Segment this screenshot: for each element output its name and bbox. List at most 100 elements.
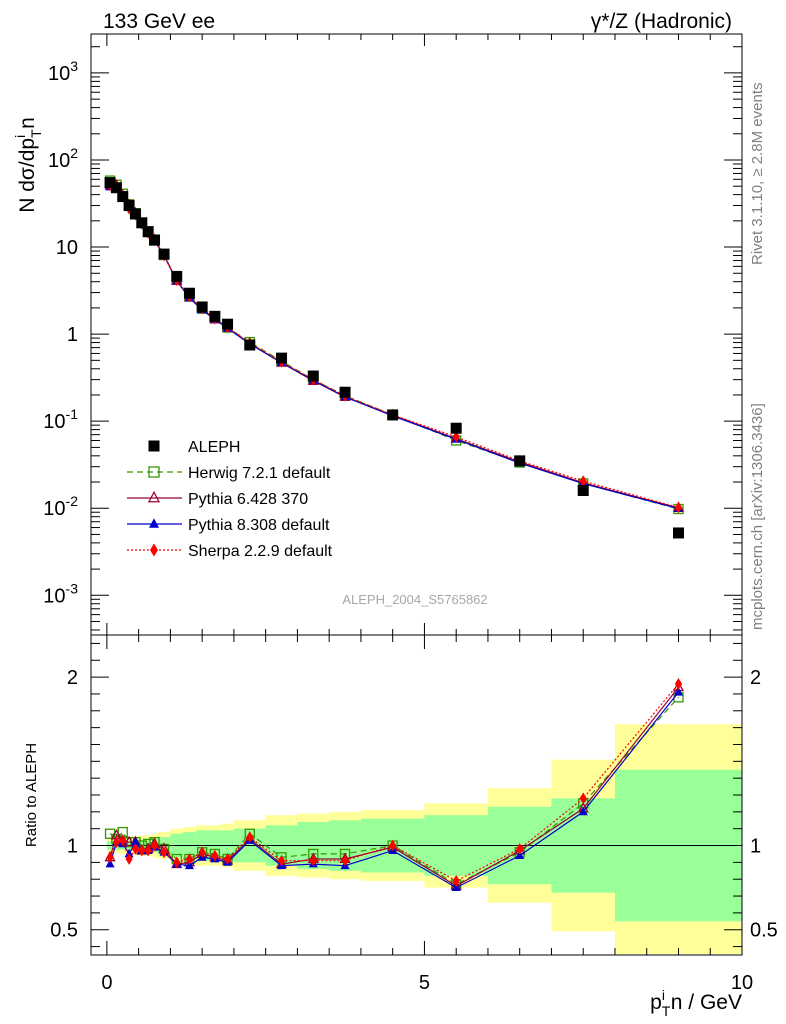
ratio-point-sherpa-2-2-9-default xyxy=(173,856,181,869)
ratio-point-sherpa-2-2-9-default xyxy=(131,843,140,855)
point-aleph xyxy=(209,310,221,322)
ratio-y-tick-label: 1 xyxy=(67,836,78,858)
point-aleph xyxy=(514,455,526,467)
ratio-point-sherpa-2-2-9-default xyxy=(579,792,587,805)
legend-marker xyxy=(149,518,159,528)
legend-entry-sherpa-2-2-9-default: Sherpa 2.2.9 default xyxy=(127,543,333,560)
series-pythia-8-308-default xyxy=(105,181,683,512)
legend-marker xyxy=(148,466,160,478)
ratio-point-sherpa-2-2-9-default xyxy=(119,834,127,847)
ratio-point-sherpa-2-2-9-default xyxy=(277,854,286,867)
ratio-point-sherpa-2-2-9-default xyxy=(452,875,460,887)
ratio-point-sherpa-2-2-9-default xyxy=(138,844,146,857)
point-aleph xyxy=(129,208,141,220)
ratio-y-axis-label: Ratio to ALEPH xyxy=(23,743,40,847)
main-y-axis: 10-3 10-2 10-1 1 10 102 103 xyxy=(43,34,743,635)
x-tick-label: 10 xyxy=(731,972,753,994)
ratio-point-sherpa-2-2-9-default xyxy=(389,839,397,852)
legend-label: ALEPH xyxy=(188,439,240,456)
ratio-point-sherpa-2-2-9-default xyxy=(309,854,317,867)
ratio-point-sherpa-2-2-9-default xyxy=(211,849,219,862)
point-aleph xyxy=(123,200,135,212)
legend-marker xyxy=(148,440,160,452)
point-aleph xyxy=(387,409,399,421)
y-tick-label: 10-2 xyxy=(43,493,78,520)
legend-label: Pythia 8.308 default xyxy=(188,517,330,534)
series-sherpa-2-2-9-default xyxy=(106,179,683,514)
point-aleph xyxy=(110,182,122,194)
ratio-point-sherpa-2-2-9-default xyxy=(112,836,121,849)
point-aleph xyxy=(244,339,256,351)
ratio-point-sherpa-2-2-9-default xyxy=(341,854,349,867)
ratio-point-sherpa-2-2-9-default xyxy=(516,843,524,855)
x-label-text: pTi n / GeV xyxy=(650,987,742,1019)
y-tick-label: 10 xyxy=(56,237,78,259)
url-label: mcplots.cern.ch [arXiv:1306.3436] xyxy=(749,403,766,630)
ratio-y-tick-label-right: 0.5 xyxy=(750,920,778,942)
x-axis-label: pTi n / GeV xyxy=(650,987,742,1019)
series-aleph xyxy=(104,177,684,539)
main-panel: 10-3 10-2 10-1 1 10 102 103 N dσ/dpTi n ALEPH H… xyxy=(12,33,743,636)
y-tick-label: 10-1 xyxy=(43,406,78,433)
point-aleph xyxy=(136,217,148,229)
series-line-pythia-6-428-370 xyxy=(110,184,679,509)
ratio-line-sherpa-2-2-9-default xyxy=(109,683,679,882)
legend-entry-herwig-7-2-1-default: Herwig 7.2.1 default xyxy=(127,465,331,482)
legend-label: Sherpa 2.2.9 default xyxy=(188,543,333,560)
point-aleph xyxy=(276,352,288,364)
analysis-watermark: ALEPH_2004_S5765862 xyxy=(342,592,487,607)
point-aleph xyxy=(339,386,351,398)
y-tick-label: 102 xyxy=(48,145,78,172)
legend-label: Pythia 6.428 370 xyxy=(188,491,308,508)
ratio-point-sherpa-2-2-9-default xyxy=(150,839,159,852)
ratio-y-tick-label: 2 xyxy=(67,667,78,689)
point-aleph xyxy=(117,191,129,203)
point-aleph xyxy=(149,234,161,246)
legend-entry-pythia-8-308-default: Pythia 8.308 default xyxy=(127,517,330,534)
uncertainty-bands xyxy=(106,724,742,954)
ratio-panel: 0.5 0.5 1 1 2 2 0 5 10 Ratio to ALEPH pTi n / Ge… xyxy=(23,634,778,1019)
point-aleph xyxy=(222,318,234,330)
point-sherpa-2-2-9-default xyxy=(674,501,683,514)
ratio-plot-area xyxy=(91,677,742,954)
legend: ALEPH Herwig 7.2.1 default Pythia 6.428 37… xyxy=(127,439,333,560)
ratio-point-sherpa-2-2-9-default xyxy=(185,853,194,865)
main-y-label-text: N dσ/dpTi n xyxy=(12,117,44,213)
legend-marker xyxy=(147,490,161,503)
ratio-point-sherpa-2-2-9-default xyxy=(144,844,152,857)
ratio-point-pythia-8-308-default xyxy=(673,687,683,696)
series-pythia-6-428-370 xyxy=(104,178,685,512)
ratio-point-sherpa-2-2-9-default xyxy=(246,831,254,843)
main-plot-area xyxy=(104,175,685,539)
point-aleph xyxy=(450,422,462,434)
ratio-point-sherpa-2-2-9-default xyxy=(106,851,114,864)
series-line-sherpa-2-2-9-default xyxy=(109,184,679,509)
ratio-y-tick-label: 0.5 xyxy=(50,920,78,942)
ratio-point-sherpa-2-2-9-default xyxy=(223,853,232,865)
ratio-point-pythia-6-428-370 xyxy=(123,835,135,847)
x-tick-label: 5 xyxy=(419,972,430,994)
legend-marker xyxy=(150,543,158,557)
point-aleph xyxy=(142,226,154,238)
point-aleph xyxy=(158,248,170,260)
point-aleph xyxy=(104,177,116,189)
legend-entry-aleph: ALEPH xyxy=(148,439,240,456)
series-line-pythia-8-308-default xyxy=(110,186,679,510)
y-tick-label: 10-3 xyxy=(43,580,78,607)
point-aleph xyxy=(307,370,319,382)
main-y-axis-label: N dσ/dpTi n xyxy=(12,117,44,213)
ratio-point-sherpa-2-2-9-default xyxy=(198,846,206,859)
ratio-point-sherpa-2-2-9-default xyxy=(125,853,133,865)
version-label: Rivet 3.1.10, ≥ 2.8M events xyxy=(749,83,766,266)
header-left: 133 GeV ee xyxy=(103,10,215,33)
series-line-herwig-7-2-1-default xyxy=(109,180,679,510)
ratio-y-label-text: Ratio to ALEPH xyxy=(23,743,40,847)
ratio-y-tick-label-right: 2 xyxy=(750,667,761,689)
ratio-y-tick-label-right: 1 xyxy=(750,836,761,858)
ratio-point-sherpa-2-2-9-default xyxy=(674,677,683,690)
y-tick-label: 1 xyxy=(67,324,78,346)
point-aleph xyxy=(171,270,183,282)
ratio-point-pythia-8-308-default xyxy=(578,806,588,816)
x-tick-label: 0 xyxy=(101,972,112,994)
legend-entry-pythia-6-428-370: Pythia 6.428 370 xyxy=(127,490,308,508)
